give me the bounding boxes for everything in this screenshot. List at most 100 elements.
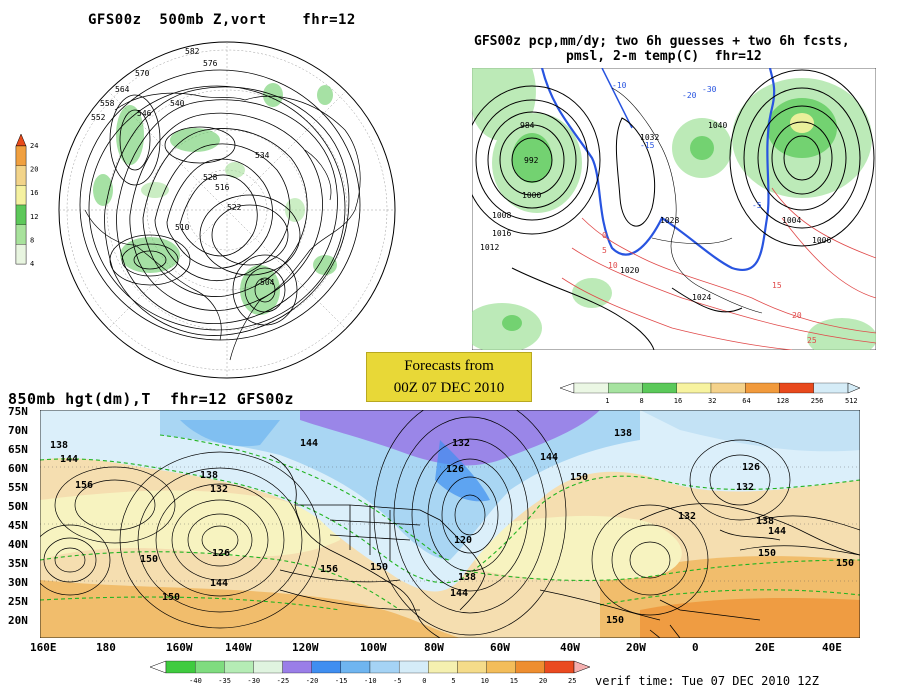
colorbar-swatch: [544, 660, 575, 674]
height-label: 138: [756, 516, 774, 527]
colorbar-tick-label: 16: [674, 397, 682, 405]
height-label: 150: [140, 554, 158, 565]
forecast-box-line1: Forecasts from: [404, 358, 494, 374]
temp-label: -30: [702, 85, 717, 94]
colorbar-swatch: [779, 382, 814, 394]
colorbar-swatch: [15, 165, 27, 186]
temp-label: -10: [612, 81, 627, 90]
lon-axis: 160E 180 160W 140W 120W 100W 80W 60W 40W…: [30, 641, 870, 655]
height-label: 576: [203, 59, 218, 68]
colorbar-tick-label: 15: [510, 677, 518, 685]
lon-label: 100W: [360, 641, 387, 654]
colorbar-swatch: [369, 660, 400, 674]
pressure-label: 1040: [708, 121, 727, 130]
colorbar-tick-label: 512: [845, 397, 858, 405]
pressure-label: 1028: [660, 216, 679, 225]
lon-label: 40E: [822, 641, 842, 654]
height-label: 534: [255, 151, 270, 160]
height-label: 138: [614, 428, 632, 439]
colorbar-swatch: [15, 204, 27, 225]
colorbar-swatch: [15, 145, 27, 166]
temp-label: -20: [682, 91, 697, 100]
colorbar-swatch: [311, 660, 342, 674]
verif-time: verif time: Tue 07 DEC 2010 12Z: [595, 674, 819, 688]
lon-label: 40W: [560, 641, 580, 654]
lon-label: 80W: [424, 641, 444, 654]
colorbar-tick-label: -30: [247, 677, 260, 685]
height-label: 516: [215, 183, 230, 192]
lon-label: 120W: [292, 641, 319, 654]
pressure-label: 1006: [812, 236, 831, 245]
colorbar-tick-label: 20: [539, 677, 547, 685]
colorbar-swatch: [15, 185, 27, 206]
pressure-label: 1000: [522, 191, 541, 200]
lat-label: 60N: [8, 462, 28, 475]
lon-label: 20W: [626, 641, 646, 654]
colorbar-swatch: [745, 382, 780, 394]
forecast-box-line2: 00Z 07 DEC 2010: [393, 380, 505, 396]
colorbar-swatch: [515, 660, 546, 674]
colorbar-swatch: [428, 660, 458, 674]
colorbar-swatch: [194, 660, 225, 674]
colorbar-swatch: [253, 660, 283, 674]
height-label: 150: [758, 548, 776, 559]
colorbar-swatch: [813, 382, 849, 394]
colorbar-tick-label: 128: [777, 397, 790, 405]
height-label: 126: [212, 548, 230, 559]
colorbar-swatch: [486, 660, 516, 674]
colorbar-tick-label: 0: [422, 677, 426, 685]
lat-label: 70N: [8, 424, 28, 437]
panel-850mb-map: 138 144 156 138 132 126 144 150 150 156 …: [40, 410, 860, 638]
colorbar-tick-label: -15: [335, 677, 348, 685]
pressure-label: 1012: [480, 243, 499, 252]
colorbar-tick-label: -25: [277, 677, 290, 685]
height-label: 126: [742, 462, 760, 473]
height-label: 144: [60, 454, 78, 465]
colorbar-tick-label: 8: [30, 236, 34, 244]
colorbar-swatch: [608, 382, 643, 394]
height-label: 150: [836, 558, 854, 569]
pressure-label: 1004: [782, 216, 801, 225]
colorbar-tick-label: 10: [481, 677, 489, 685]
height-label: 120: [454, 535, 472, 546]
colorbar-tick-label: -5: [393, 677, 401, 685]
height-label: 132: [678, 511, 696, 522]
pressure-label: 1020: [620, 266, 639, 275]
lat-label: 35N: [8, 557, 28, 570]
height-label: 144: [540, 452, 558, 463]
pressure-label: 1032: [640, 133, 659, 142]
lon-label: 20E: [755, 641, 775, 654]
temp-label: -15: [640, 141, 655, 150]
height-label: 126: [446, 464, 464, 475]
temp-label: 0: [602, 231, 607, 240]
panel-500mb-map: 582 576 570 564 558 552 546 540 534 528 …: [58, 41, 396, 379]
lat-label: 45N: [8, 519, 28, 532]
temp-label: 5: [602, 246, 607, 255]
height-label: 522: [227, 203, 242, 212]
temp-label: 10: [608, 261, 618, 270]
lat-label: 55N: [8, 481, 28, 494]
height-label: 150: [162, 592, 180, 603]
temp-label: 25: [807, 336, 817, 345]
colorbar-swatch: [573, 382, 609, 394]
colorbar-tick-label: 32: [708, 397, 716, 405]
lat-label: 30N: [8, 576, 28, 589]
height-label: 150: [370, 562, 388, 573]
temp-label: 20: [792, 311, 802, 320]
panel-850mb-temp-colorbar: -40 -35 -30 -25 -20 -15 -10 -5 0 5 10 15 20 25: [150, 660, 590, 685]
height-label: 570: [135, 69, 150, 78]
colorbar-swatch: [642, 382, 677, 394]
panel-precip-title-line2: pmsl, 2-m temp(C) fhr=12: [566, 49, 762, 64]
height-label: 144: [300, 438, 318, 449]
panel-precip-map: 992 984 1000 1008 1016 1024 1032 1040 10…: [472, 68, 876, 350]
panel-850mb-title: 850mb hgt(dm),T fhr=12 GFS00z: [8, 390, 294, 408]
colorbar-tick-label: 4: [30, 260, 34, 266]
colorbar-tick-label: -35: [218, 677, 231, 685]
colorbar-swatch: [282, 660, 312, 674]
temp-label: -5: [752, 201, 762, 210]
lat-label: 65N: [8, 443, 28, 456]
lon-label: 60W: [490, 641, 510, 654]
colorbar-swatch: [165, 660, 196, 674]
lon-label: 160E: [30, 641, 57, 654]
height-label: 564: [115, 85, 130, 94]
